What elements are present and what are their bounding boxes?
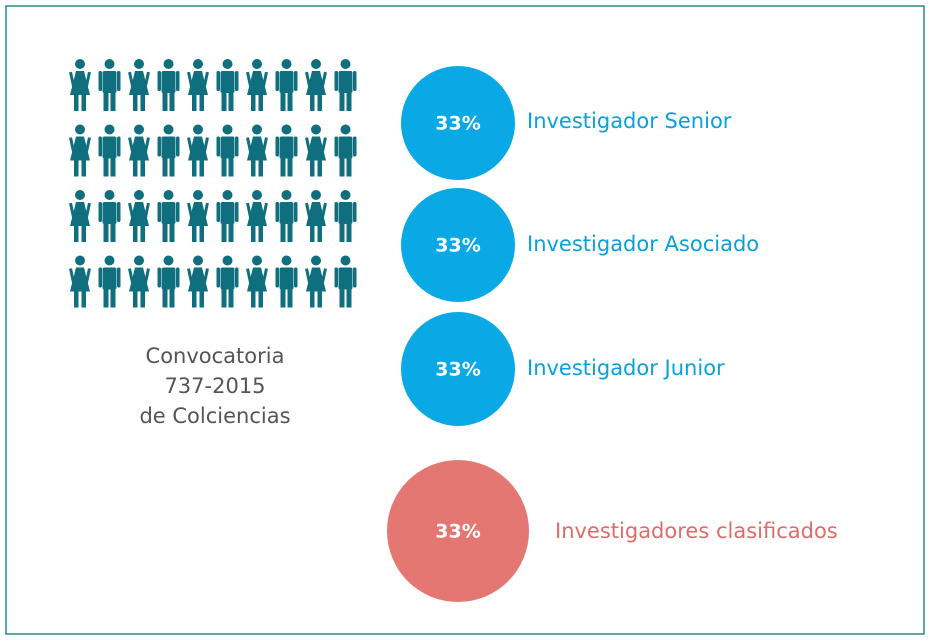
person-icon: [69, 190, 91, 242]
person-icon: [216, 124, 239, 177]
circle: [387, 460, 529, 602]
percent: 33%: [435, 521, 480, 543]
person-icon: [187, 190, 209, 242]
percent: 33%: [435, 113, 480, 135]
person-icon: [98, 124, 121, 177]
label: Investigadores clasificados: [555, 519, 838, 543]
caption-line: 737-2015: [164, 374, 265, 398]
person-icon: [216, 59, 239, 111]
person-icon: [246, 124, 268, 177]
caption-line: Convocatoria: [146, 344, 285, 368]
person-icon: [69, 124, 91, 177]
person-icon: [157, 59, 180, 111]
caption-line: de Colciencias: [139, 404, 290, 428]
person-icon: [334, 124, 357, 177]
circle: [401, 188, 515, 302]
person-icon: [216, 190, 239, 242]
person-icon: [305, 124, 327, 177]
person-icon: [157, 124, 180, 177]
person-icon: [98, 255, 121, 308]
person-icon: [305, 59, 327, 111]
person-icon: [216, 255, 239, 308]
percent: 33%: [435, 235, 480, 257]
person-icon: [334, 190, 357, 242]
person-icon: [334, 255, 357, 308]
frame: [5, 5, 925, 635]
person-icon: [98, 59, 121, 111]
person-icon: [246, 190, 268, 242]
person-icon: [305, 190, 327, 242]
person-icon: [187, 124, 209, 177]
person-icon: [246, 255, 268, 308]
person-icon: [157, 190, 180, 242]
label: Investigador Senior: [527, 109, 732, 133]
person-icon: [128, 255, 150, 308]
person-icon: [275, 255, 298, 308]
person-icon: [128, 124, 150, 177]
person-icon: [305, 255, 327, 308]
person-icon: [275, 190, 298, 242]
people-grid: [69, 59, 357, 308]
percent: 33%: [435, 359, 480, 381]
person-icon: [128, 59, 150, 111]
person-icon: [187, 59, 209, 111]
person-icon: [69, 59, 91, 111]
person-icon: [246, 59, 268, 111]
person-icon: [157, 255, 180, 308]
label: Investigador Asociado: [527, 232, 759, 256]
person-icon: [69, 255, 91, 308]
person-icon: [334, 59, 357, 111]
person-icon: [187, 255, 209, 308]
circle: [401, 312, 515, 426]
person-icon: [128, 190, 150, 242]
person-icon: [275, 124, 298, 177]
person-icon: [98, 190, 121, 242]
circle: [401, 66, 515, 180]
person-icon: [275, 59, 298, 111]
label: Investigador Junior: [527, 356, 725, 380]
